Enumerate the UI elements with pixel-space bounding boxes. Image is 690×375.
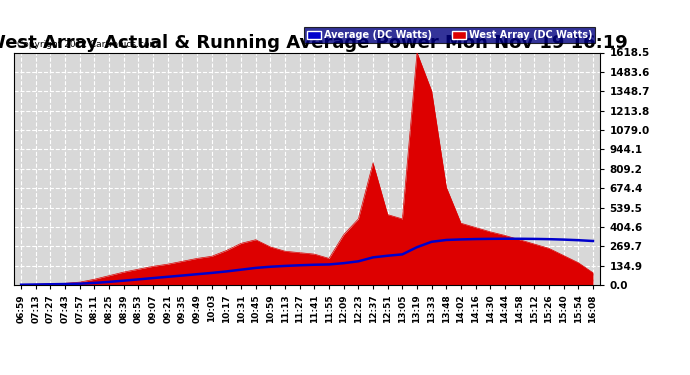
Legend: Average (DC Watts), West Array (DC Watts): Average (DC Watts), West Array (DC Watts… xyxy=(304,27,595,43)
Title: West Array Actual & Running Average Power Mon Nov 19 16:19: West Array Actual & Running Average Powe… xyxy=(0,34,628,53)
Text: Copyright 2012 Cartronics.com: Copyright 2012 Cartronics.com xyxy=(17,40,158,49)
